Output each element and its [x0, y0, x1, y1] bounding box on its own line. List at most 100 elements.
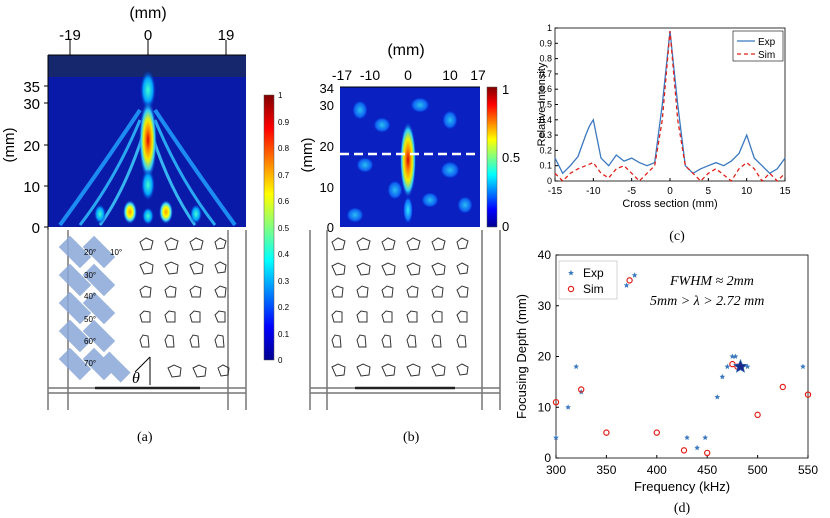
colorbar-a [263, 94, 275, 361]
x-tick-label-d: 350 [596, 463, 616, 477]
data-point-sim [680, 447, 688, 454]
y-label-a: (mm) [1, 128, 18, 163]
data-point-exp [732, 353, 739, 359]
data-point-exp [714, 394, 721, 400]
x-tick-b: 10 [442, 67, 458, 83]
angle-label: 10° [110, 248, 122, 257]
legend-c [732, 30, 784, 62]
data-point-exp [719, 373, 726, 380]
x-tick-label-c: 15 [779, 186, 791, 197]
angle-label: 30° [84, 271, 96, 280]
field-patches-b [346, 97, 473, 223]
focal-spot-a [139, 100, 157, 180]
y-label-b: (mm) [300, 138, 316, 173]
angle-label: 70° [84, 359, 96, 368]
theta-label: θ [132, 370, 140, 387]
x-tick-a: 19 [218, 27, 235, 44]
y-tick-label-c: 1 [547, 23, 552, 33]
series-line-sim [554, 31, 786, 183]
y-tick-b: 0 [327, 220, 334, 235]
x-tick-label-d: 450 [697, 463, 717, 477]
y-tick-label-c: 0.4 [539, 115, 552, 125]
data-point-sim [703, 449, 711, 457]
svg-text:0.9: 0.9 [278, 118, 290, 127]
data-point-exp [553, 434, 559, 441]
data-point-sim [804, 391, 812, 398]
legend-label-c: Exp [758, 37, 776, 48]
data-point-exp [631, 272, 638, 278]
x-tick-label-c: 10 [741, 186, 753, 197]
y-tick-a: 35 [23, 79, 40, 96]
legend-label-d: Sim [583, 282, 604, 296]
x-tick-label-c: 0 [667, 186, 673, 197]
unit-label-b: (mm) [387, 42, 424, 59]
panel-a: (mm) -19 0 19 35 30 20 10 0 (mm) 1 0.9 0… [0, 0, 300, 460]
data-point-exp [684, 434, 690, 441]
metasurface-schematic-a: 20° 10° 30° 40° 50° 60° 70° θ [47, 230, 247, 410]
x-tick-label-c: 5 [706, 186, 712, 197]
svg-text:1: 1 [278, 91, 283, 100]
x-tick-label-c: -10 [586, 186, 601, 197]
y-tick-label-d: 0 [544, 451, 551, 465]
angle-label: 20° [84, 248, 96, 257]
caption-a: (a) [137, 430, 153, 445]
caption-d: (d) [674, 501, 691, 516]
y-tick-a: 20 [23, 138, 40, 155]
svg-text:0.8: 0.8 [278, 144, 290, 153]
y-tick-label-c: 0.1 [539, 161, 552, 171]
y-tick-a: 10 [23, 179, 40, 196]
data-point-exp [729, 353, 736, 359]
chart-d: 300 350 400 450 500 550 0 10 20 30 40 Frequency (kH… [514, 248, 818, 516]
svg-text:0.2: 0.2 [278, 303, 290, 312]
caption-c: (c) [669, 229, 685, 244]
colorbar-tick-b: 1 [502, 82, 509, 97]
y-axis-label-d: Focusing Depth (mm) [514, 294, 529, 419]
y-tick-b: 34 [320, 81, 334, 96]
y-tick-label-d: 30 [538, 299, 552, 313]
y-tick-a: 0 [32, 220, 40, 237]
data-point-sim [754, 411, 761, 419]
x-tick-b: 0 [404, 67, 412, 83]
svg-text:0: 0 [278, 356, 283, 365]
y-tick-label-c: 0 [547, 176, 552, 186]
data-point-sim [603, 429, 610, 436]
y-axis-label-c: Relative Intensity [536, 62, 548, 146]
annotation-fwhm: FWHM ≈ 2mm [669, 274, 754, 289]
highlight-star [733, 358, 748, 373]
series-line-exp [554, 31, 786, 175]
x-tick-label-c: -15 [548, 186, 563, 197]
chart-c: -15 -10 -5 0 5 10 15 0 0.1 0.2 0.3 0.4 0.5 0.6 0.7 0.8 0… [536, 23, 791, 244]
annotation-lambda: 5mm > λ > 2.72 mm [650, 294, 764, 309]
data-point-sim [779, 383, 786, 391]
y-tick-a: 30 [23, 96, 40, 113]
svg-text:0.1: 0.1 [278, 330, 290, 339]
y-tick-label-c: 0.9 [539, 38, 552, 48]
legend-marker-d [567, 285, 575, 293]
y-tick-b: 20 [320, 139, 334, 154]
svg-text:0.3: 0.3 [278, 277, 290, 286]
x-tick-label-d: 300 [546, 463, 566, 477]
data-point-exp [744, 363, 751, 370]
legend-d [558, 260, 618, 300]
x-axis-label-d: Frequency (kHz) [634, 479, 730, 494]
data-point-exp [724, 363, 731, 370]
data-point-exp [694, 444, 700, 451]
x-tick-label-d: 400 [647, 463, 667, 477]
data-point-exp [573, 363, 579, 370]
y-tick-label-c: 0.2 [539, 145, 552, 155]
caption-b: (b) [403, 430, 420, 445]
x-tick-label-d: 500 [748, 463, 768, 477]
panel-b: (mm) -17 -10 0 10 17 34 30 20 10 0 (mm) … [299, 0, 530, 460]
x-tick-a: 0 [144, 27, 152, 44]
y-tick-label-c: 0.6 [539, 84, 552, 94]
colorbar-b [486, 86, 498, 228]
colorbar-tick-b: 0.5 [502, 150, 520, 165]
x-tick-b: 17 [470, 67, 486, 83]
y-tick-label-d: 40 [538, 248, 552, 262]
data-point-exp [800, 363, 806, 370]
data-point-exp [565, 404, 571, 410]
y-tick-b: 30 [320, 98, 334, 113]
x-tick-b: -17 [332, 67, 352, 83]
angle-label: 40° [84, 292, 96, 301]
x-tick-label-d: 550 [798, 463, 818, 477]
